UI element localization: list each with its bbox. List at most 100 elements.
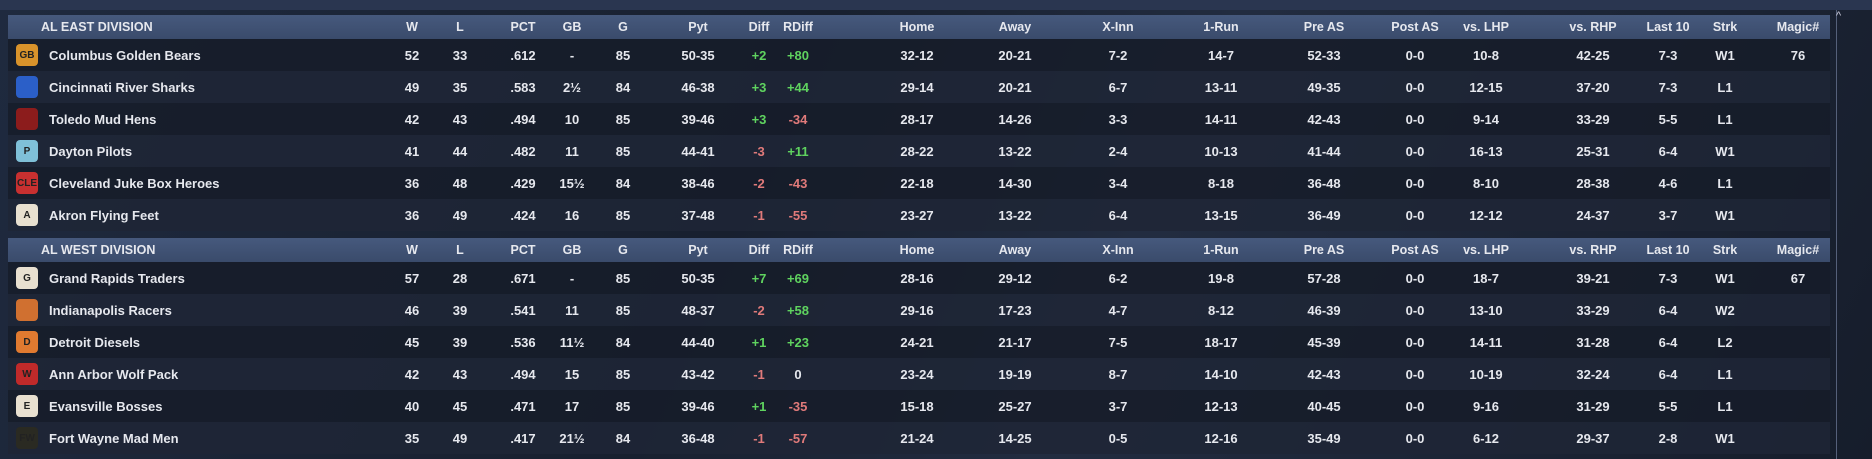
stat-vs-rhp: 31-29: [1576, 398, 1610, 414]
column-header[interactable]: Strk: [1712, 20, 1738, 34]
stat-vs-lhp: 12-12: [1469, 207, 1503, 223]
stat-gb: 11: [565, 143, 579, 159]
team-row[interactable]: Indianapolis Racers 46 39 .541 11 85 48-37 -2 +5…: [8, 294, 1830, 326]
team-name[interactable]: Evansville Bosses: [49, 398, 163, 414]
stat-strk: L1: [1717, 79, 1733, 95]
stat-1-run: 14-11: [1204, 111, 1238, 127]
team-name[interactable]: Akron Flying Feet: [49, 207, 159, 223]
team-row[interactable]: E Evansville Bosses 40 45 .471 17 85 39-46 +1 -35…: [8, 390, 1830, 422]
stat-x-inn: 3-7: [1108, 398, 1128, 414]
column-header[interactable]: 1-Run: [1203, 20, 1239, 34]
team-row[interactable]: D Detroit Diesels 45 39 .536 11½ 84 44-40 +1 +23 2…: [8, 326, 1830, 358]
stat-rdiff: +23: [786, 334, 810, 350]
division-title[interactable]: AL WEST DIVISION: [41, 243, 156, 257]
column-header[interactable]: Away: [998, 20, 1032, 34]
stat-pct: .482: [510, 143, 536, 159]
stat-l: 43: [452, 111, 468, 127]
team-row[interactable]: CLE Cleveland Juke Box Heroes 36 48 .429 15½ 8…: [8, 167, 1830, 199]
stat-last-10: 3-7: [1658, 207, 1678, 223]
stat-pyt: 39-46: [681, 111, 715, 127]
team-name[interactable]: Cleveland Juke Box Heroes: [49, 175, 220, 191]
stat-w: 42: [404, 366, 420, 382]
stat-x-inn: 0-5: [1108, 430, 1128, 446]
team-row[interactable]: Toledo Mud Hens 42 43 .494 10 85 39-46 +3 -34 28-…: [8, 103, 1830, 135]
column-header[interactable]: X-Inn: [1102, 20, 1134, 34]
team-row[interactable]: Cincinnati River Sharks 49 35 .583 2½ 84 46-38…: [8, 71, 1830, 103]
column-header[interactable]: vs. LHP: [1463, 20, 1509, 34]
team-name[interactable]: Grand Rapids Traders: [49, 270, 185, 286]
column-header[interactable]: Pyt: [688, 243, 708, 257]
team-name[interactable]: Cincinnati River Sharks: [49, 79, 195, 95]
column-header[interactable]: Last 10: [1646, 20, 1690, 34]
division-header: AL EAST DIVISION W L PCT GB G Pyt Diff RDiff Home…: [8, 15, 1830, 39]
stat-pre-as: 57-28: [1307, 270, 1341, 286]
column-header[interactable]: G: [618, 20, 628, 34]
column-header[interactable]: Pyt: [688, 20, 708, 34]
column-header[interactable]: W: [406, 243, 418, 257]
team-name[interactable]: Indianapolis Racers: [49, 302, 172, 318]
column-header[interactable]: Magic#: [1776, 243, 1820, 257]
column-header[interactable]: vs. LHP: [1463, 243, 1509, 257]
stat-last-10: 7-3: [1658, 47, 1678, 63]
team-logo-icon: [16, 76, 38, 98]
column-header[interactable]: Away: [998, 243, 1032, 257]
stat-diff: +3: [751, 79, 767, 95]
stat-away: 17-23: [998, 302, 1032, 318]
team-name[interactable]: Columbus Golden Bears: [49, 47, 201, 63]
column-header[interactable]: PCT: [510, 20, 536, 34]
team-row[interactable]: G Grand Rapids Traders 57 28 .671 - 85 50-35 +7 +…: [8, 262, 1830, 294]
column-header[interactable]: Pre AS: [1303, 20, 1345, 34]
team-row[interactable]: FW Fort Wayne Mad Men 35 49 .417 21½ 84 36-48 -1…: [8, 422, 1830, 454]
column-header[interactable]: Home: [899, 20, 935, 34]
column-header[interactable]: Diff: [748, 20, 770, 34]
stat-pyt: 37-48: [681, 207, 715, 223]
stat-vs-rhp: 32-24: [1576, 366, 1610, 382]
chevron-up-icon[interactable]: ^: [1836, 10, 1842, 22]
team-row[interactable]: W Ann Arbor Wolf Pack 42 43 .494 15 85 43-42 -1 0…: [8, 358, 1830, 390]
stat-pre-as: 42-43: [1307, 111, 1341, 127]
column-header[interactable]: Home: [899, 243, 935, 257]
division-table: AL WEST DIVISION W L PCT GB G Pyt Diff RDiff Home…: [8, 238, 1830, 454]
column-header[interactable]: Last 10: [1646, 243, 1690, 257]
column-header[interactable]: vs. RHP: [1569, 20, 1617, 34]
stat-gb: 11: [565, 302, 579, 318]
column-header[interactable]: vs. RHP: [1569, 243, 1617, 257]
column-header[interactable]: RDiff: [783, 20, 813, 34]
column-header[interactable]: G: [618, 243, 628, 257]
stat-away: 25-27: [998, 398, 1032, 414]
column-header[interactable]: X-Inn: [1102, 243, 1134, 257]
team-name[interactable]: Detroit Diesels: [49, 334, 141, 350]
stat-g: 84: [615, 334, 631, 350]
column-header[interactable]: W: [406, 20, 418, 34]
scrollbar[interactable]: ^: [1836, 10, 1847, 459]
team-name[interactable]: Toledo Mud Hens: [49, 111, 157, 127]
column-header[interactable]: Pre AS: [1303, 243, 1345, 257]
column-header[interactable]: 1-Run: [1203, 243, 1239, 257]
column-header[interactable]: GB: [562, 20, 582, 34]
team-row[interactable]: P Dayton Pilots 41 44 .482 11 85 44-41 -3 +11 28-2…: [8, 135, 1830, 167]
column-header[interactable]: Post AS: [1391, 20, 1439, 34]
column-header[interactable]: GB: [562, 243, 582, 257]
team-row[interactable]: GB Columbus Golden Bears 52 33 .612 - 85 50-35 +…: [8, 39, 1830, 71]
stat-1-run: 14-7: [1207, 47, 1235, 63]
stat-1-run: 12-13: [1204, 398, 1238, 414]
column-header[interactable]: L: [456, 20, 464, 34]
column-header[interactable]: RDiff: [783, 243, 813, 257]
stat-w: 41: [404, 143, 420, 159]
column-header[interactable]: Diff: [748, 243, 770, 257]
stat-pct: .671: [510, 270, 536, 286]
team-name[interactable]: Dayton Pilots: [49, 143, 133, 159]
stat-l: 39: [452, 302, 468, 318]
stat-x-inn: 3-4: [1108, 175, 1128, 191]
stat-vs-rhp: 37-20: [1576, 79, 1610, 95]
column-header[interactable]: Magic#: [1776, 20, 1820, 34]
team-row[interactable]: A Akron Flying Feet 36 49 .424 16 85 37-48 -1 -55…: [8, 199, 1830, 231]
column-header[interactable]: PCT: [510, 243, 536, 257]
team-name[interactable]: Ann Arbor Wolf Pack: [49, 366, 179, 382]
division-title[interactable]: AL EAST DIVISION: [41, 20, 153, 34]
column-header[interactable]: Post AS: [1391, 243, 1439, 257]
stat-away: 29-12: [998, 270, 1032, 286]
team-name[interactable]: Fort Wayne Mad Men: [49, 430, 179, 446]
column-header[interactable]: Strk: [1712, 243, 1738, 257]
column-header[interactable]: L: [456, 243, 464, 257]
